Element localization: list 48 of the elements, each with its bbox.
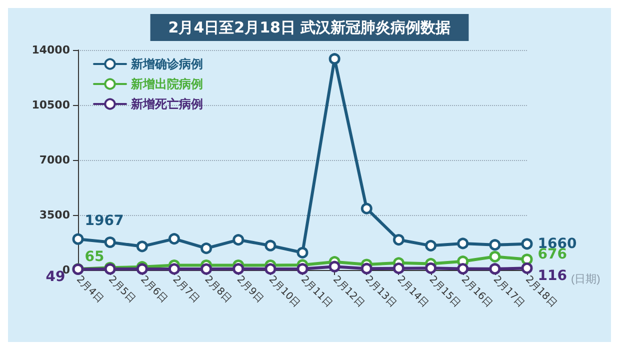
chart-title: 2月4日至2月18日 武汉新冠肺炎病例数据 (168, 18, 451, 36)
y-tick-label: 3500 (39, 208, 70, 222)
point (168, 263, 180, 275)
y-tick-label: 14000 (32, 44, 70, 56)
legend-label: 新增确诊病例 (130, 57, 203, 71)
x-tick-label: 2月7日 (170, 274, 202, 306)
point (425, 262, 437, 274)
point (232, 263, 244, 275)
point (264, 263, 276, 275)
point (457, 238, 469, 250)
point (489, 263, 501, 275)
point (489, 239, 501, 251)
x-tick-label: 2月6日 (138, 274, 170, 306)
x-tick-label: 2月17日 (491, 274, 526, 310)
x-tick-label: 2月8日 (202, 274, 234, 306)
point (296, 263, 308, 275)
x-tick-label: 2月4日 (74, 274, 106, 306)
point (328, 260, 340, 272)
point (232, 234, 244, 246)
x-axis-title: (日期) (571, 274, 600, 286)
legend-label: 新增出院病例 (130, 77, 203, 91)
point (264, 240, 276, 252)
point (360, 262, 372, 274)
x-tick-label: 2月5日 (106, 274, 138, 306)
point (200, 242, 212, 254)
point (360, 202, 372, 214)
point (200, 263, 212, 275)
data-label: 116 (538, 268, 567, 284)
point (457, 263, 469, 275)
legend-label: 新增死亡病例 (130, 97, 203, 111)
point (168, 233, 180, 245)
point (521, 262, 533, 274)
x-tick-label: 2月9日 (234, 274, 266, 306)
point (425, 240, 437, 252)
y-tick-label: 10500 (32, 98, 70, 112)
point (392, 262, 404, 274)
point (72, 233, 84, 245)
point (296, 246, 308, 258)
y-tick-label: 7000 (39, 154, 70, 166)
point (136, 240, 148, 252)
data-label: 1967 (84, 213, 124, 230)
data-label: 65 (84, 248, 104, 265)
point (392, 234, 404, 246)
point (521, 238, 533, 250)
point (521, 254, 533, 266)
point (328, 53, 340, 65)
point (104, 236, 116, 248)
point (489, 250, 501, 262)
